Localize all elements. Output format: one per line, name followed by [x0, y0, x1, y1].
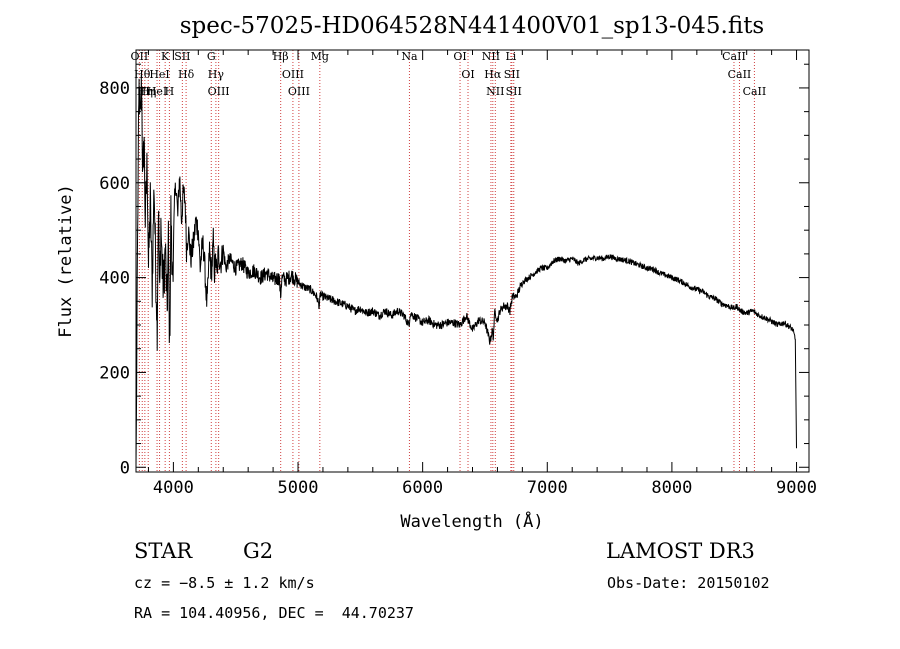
ref-line-label: CaII: [728, 68, 752, 81]
y-tick-label: 200: [99, 363, 130, 383]
ref-line-label: Li: [505, 50, 516, 63]
survey-name: LAMOST DR3: [606, 539, 755, 563]
ref-line-label: Na: [401, 50, 418, 63]
y-tick-label: 0: [120, 458, 130, 478]
ref-line-label: Hθ: [134, 68, 151, 81]
ref-line-label: K: [161, 50, 170, 63]
reference-line-labels: OIIHθHηHηHeIHeIKHSIIHδGHγOIIIHβOIIIOIIIM…: [131, 50, 767, 98]
x-tick-label: 4000: [153, 478, 194, 498]
x-axis-label: Wavelength (Å): [400, 510, 543, 532]
y-axis-label: Flux (relative): [56, 184, 76, 338]
ref-line-label: CaII: [722, 50, 746, 63]
observation-date: Obs-Date: 20150102: [607, 574, 770, 592]
x-tick-label: 6000: [402, 478, 443, 498]
ref-line-label: NII: [482, 50, 500, 63]
x-tick-label: 8000: [651, 478, 692, 498]
ref-line-label: HeI: [147, 85, 167, 98]
ref-line-label: HeI: [149, 68, 169, 81]
y-tick-label: 800: [99, 79, 130, 99]
ref-line-label: Hα: [484, 68, 502, 81]
chart-title: spec-57025-HD064528N441400V01_sp13-045.f…: [180, 13, 765, 39]
x-tick-label: 5000: [278, 478, 319, 498]
x-tick-label: 7000: [527, 478, 568, 498]
ref-line-label: Mg: [311, 50, 329, 63]
y-tick-label: 400: [99, 269, 130, 289]
ref-line-label: SII: [504, 68, 520, 81]
ref-line-label: OIII: [282, 68, 304, 81]
ref-line-label: SII: [506, 85, 522, 98]
ref-line-label: OI: [453, 50, 466, 63]
spectrum-line: [135, 74, 797, 468]
velocity-readout: cz = −8.5 ± 1.2 km/s: [134, 574, 315, 592]
ref-line-label: NII: [486, 85, 504, 98]
x-tick-label: 9000: [776, 478, 817, 498]
object-type: STAR: [134, 539, 193, 563]
coordinates-readout: RA = 104.40956, DEC = 44.70237: [134, 604, 414, 622]
y-tick-label: 600: [99, 174, 130, 194]
ref-line-label: CaII: [743, 85, 767, 98]
ref-line-label: OII: [131, 50, 149, 63]
ref-line-label: SII: [174, 50, 190, 63]
axis-ticks: 4000 5000 6000 7000 8000 9000 0 200 400 600 800: [99, 50, 817, 498]
ref-line-label: H: [165, 85, 175, 98]
ref-line-label: Hγ: [208, 68, 225, 81]
spectral-subclass: G2: [243, 539, 274, 563]
ref-line-label: G: [207, 50, 216, 63]
ref-line-label: OIII: [208, 85, 230, 98]
ref-line-label: OI: [461, 68, 474, 81]
ref-line-label: OIII: [288, 85, 310, 98]
ref-line-label: Hβ: [273, 50, 289, 63]
ref-line-label: Hδ: [178, 68, 195, 81]
